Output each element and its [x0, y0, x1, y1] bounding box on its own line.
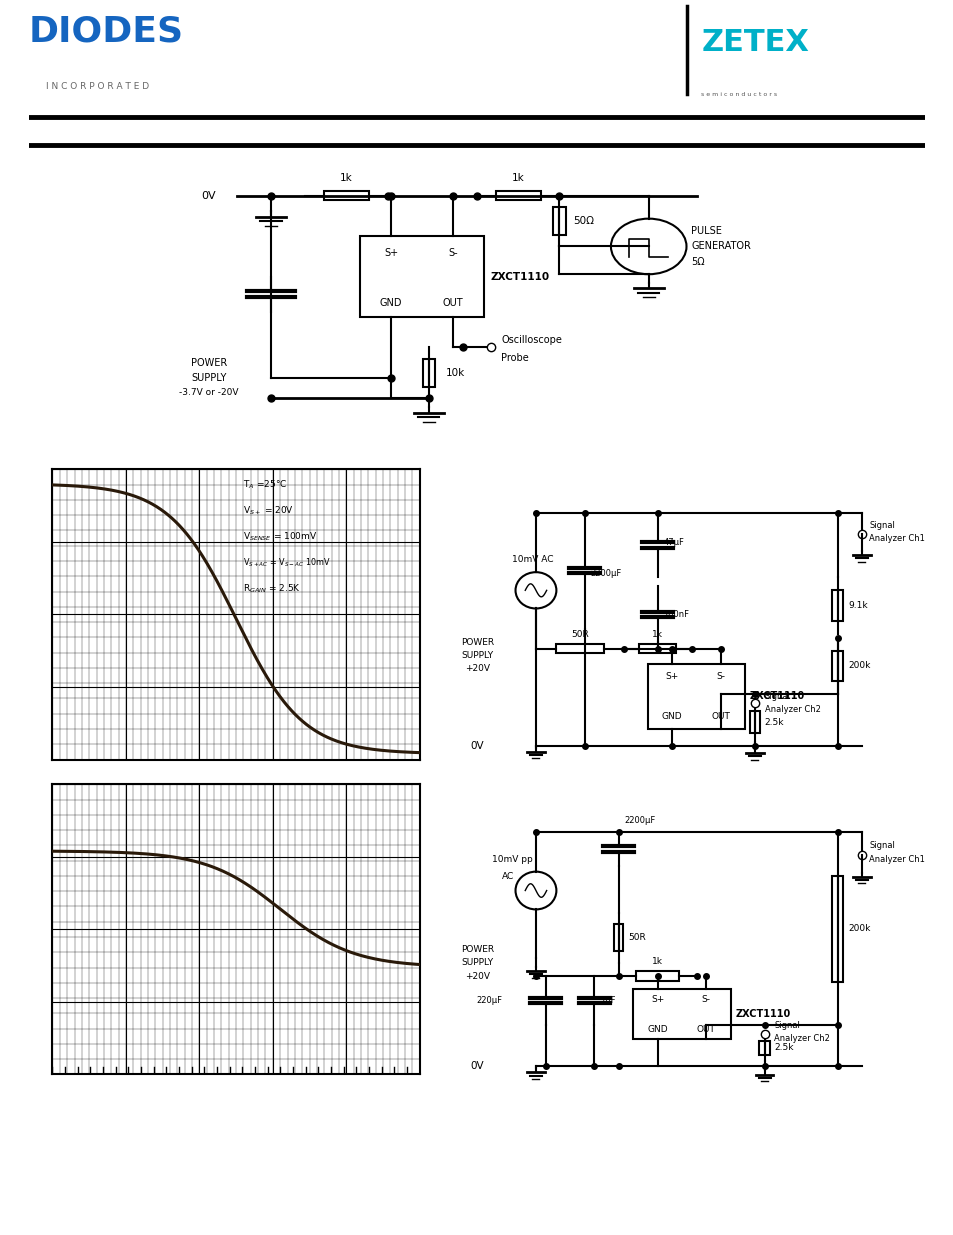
- Text: -3.7V or -20V: -3.7V or -20V: [179, 389, 238, 398]
- Bar: [831, 876, 842, 982]
- Text: 10k: 10k: [446, 368, 465, 378]
- Text: 10mV AC: 10mV AC: [511, 555, 553, 563]
- Text: 0V: 0V: [470, 1061, 484, 1071]
- Bar: [614, 924, 622, 951]
- Text: POWER: POWER: [191, 358, 227, 368]
- Text: 50R: 50R: [570, 630, 588, 638]
- Text: +20V: +20V: [464, 972, 490, 981]
- Bar: [323, 191, 369, 200]
- Circle shape: [515, 572, 556, 609]
- Text: 200k: 200k: [847, 662, 870, 671]
- Text: S-: S-: [716, 672, 724, 682]
- Text: S-: S-: [701, 995, 710, 1004]
- Text: V$_{SENSE}$ = 100mV: V$_{SENSE}$ = 100mV: [243, 530, 317, 542]
- Text: S+: S+: [384, 247, 397, 258]
- Text: Signal: Signal: [774, 1021, 800, 1030]
- Text: 1k: 1k: [652, 630, 662, 638]
- Text: Signal: Signal: [868, 841, 894, 850]
- Text: POWER: POWER: [460, 945, 494, 953]
- Text: Analyzer Ch2: Analyzer Ch2: [763, 705, 820, 714]
- Bar: [831, 651, 842, 682]
- Text: OUT: OUT: [711, 713, 729, 721]
- Text: DIODES: DIODES: [29, 14, 184, 48]
- Text: ZXCT1110: ZXCT1110: [749, 692, 804, 701]
- Text: ZETEX: ZETEX: [700, 27, 808, 57]
- Text: GND: GND: [646, 1025, 667, 1034]
- Bar: [360, 236, 483, 317]
- Text: I N C O R P O R A T E D: I N C O R P O R A T E D: [46, 83, 149, 91]
- Text: ZXCT1110: ZXCT1110: [735, 1009, 790, 1019]
- Text: S+: S+: [650, 995, 663, 1004]
- Text: SUPPLY: SUPPLY: [461, 651, 493, 659]
- Text: 0V: 0V: [470, 741, 484, 751]
- Text: 1k: 1k: [512, 173, 524, 183]
- Text: Analyzer Ch1: Analyzer Ch1: [868, 855, 924, 863]
- Text: Probe: Probe: [500, 352, 528, 363]
- Bar: [633, 989, 730, 1039]
- Text: GND: GND: [661, 713, 681, 721]
- Text: OUT: OUT: [442, 298, 463, 308]
- Text: SUPPLY: SUPPLY: [461, 958, 493, 967]
- Text: 2200µF: 2200µF: [624, 816, 655, 825]
- Text: ZXCT1110: ZXCT1110: [490, 272, 549, 282]
- Text: GND: GND: [379, 298, 402, 308]
- Text: 50Ω: 50Ω: [573, 216, 594, 226]
- Bar: [831, 590, 842, 621]
- Text: Signal: Signal: [868, 521, 894, 530]
- Text: 1µF: 1µF: [599, 997, 615, 1005]
- Text: T$_A$ =25°C: T$_A$ =25°C: [243, 478, 288, 490]
- Text: PULSE: PULSE: [691, 226, 721, 236]
- Text: Analyzer Ch2: Analyzer Ch2: [774, 1035, 829, 1044]
- Text: +20V: +20V: [464, 663, 490, 673]
- Text: S+: S+: [665, 672, 679, 682]
- Bar: [495, 191, 540, 200]
- Text: R$_{GAIN}$ = 2.5K: R$_{GAIN}$ = 2.5K: [243, 583, 301, 595]
- Bar: [749, 711, 760, 732]
- Text: 2200µF: 2200µF: [590, 568, 621, 578]
- Text: 220µF: 220µF: [476, 997, 501, 1005]
- Text: V$_{S+}$ = 20V: V$_{S+}$ = 20V: [243, 504, 294, 516]
- Bar: [759, 1041, 769, 1056]
- Text: V$_{S+ AC}$ = V$_{S- AC}$ 10mV: V$_{S+ AC}$ = V$_{S- AC}$ 10mV: [243, 556, 331, 569]
- Text: GENERATOR: GENERATOR: [691, 241, 750, 252]
- Text: 1k: 1k: [652, 957, 662, 966]
- Circle shape: [515, 872, 556, 909]
- Text: Oscilloscope: Oscilloscope: [500, 335, 561, 345]
- Text: s e m i c o n d u c t o r s: s e m i c o n d u c t o r s: [700, 91, 777, 98]
- Text: 50R: 50R: [628, 934, 645, 942]
- Text: 47µF: 47µF: [662, 538, 683, 547]
- Text: OUT: OUT: [696, 1025, 715, 1034]
- Text: 2.5k: 2.5k: [763, 718, 783, 726]
- Bar: [639, 643, 676, 653]
- Text: 200k: 200k: [847, 924, 870, 934]
- Bar: [636, 971, 679, 981]
- Text: Signal: Signal: [763, 692, 790, 700]
- Text: 2.5k: 2.5k: [774, 1044, 793, 1052]
- Bar: [647, 664, 744, 729]
- Bar: [555, 643, 603, 653]
- Text: AC: AC: [501, 872, 514, 881]
- Bar: [422, 359, 435, 387]
- Text: 10mV pp: 10mV pp: [492, 856, 533, 864]
- Text: 1k: 1k: [340, 173, 353, 183]
- Text: 9.1k: 9.1k: [847, 601, 867, 610]
- Text: 5Ω: 5Ω: [691, 257, 704, 267]
- Text: SUPPLY: SUPPLY: [192, 373, 227, 383]
- Text: S-: S-: [448, 247, 457, 258]
- Circle shape: [610, 219, 686, 274]
- Text: 0V: 0V: [201, 191, 215, 201]
- Bar: [553, 207, 565, 235]
- Text: Analyzer Ch1: Analyzer Ch1: [868, 534, 924, 543]
- Text: 100nF: 100nF: [662, 610, 689, 619]
- Text: POWER: POWER: [460, 637, 494, 647]
